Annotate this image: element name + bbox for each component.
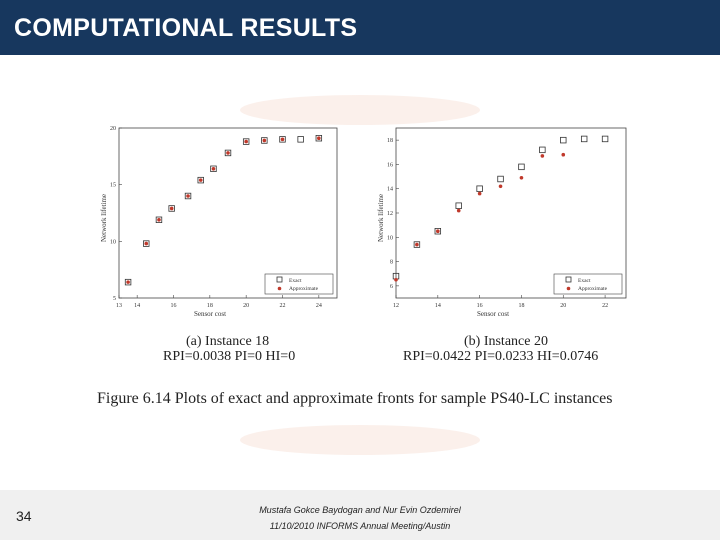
y-axis-label: Network lifetime (100, 194, 108, 242)
approx-point (415, 242, 419, 247)
subcaption-b: (b) Instance 20 (464, 334, 548, 349)
exact-point (315, 134, 323, 142)
y-tick-label: 6 (390, 284, 393, 290)
metrics-a: RPI=0.0038 PI=0 HI=0 (163, 349, 296, 364)
approx-point (126, 280, 130, 284)
page-number: 34 (16, 508, 32, 524)
x-tick-label: 18 (518, 303, 524, 309)
figure-caption: Figure 6.14 Plots of exact and approxima… (97, 390, 613, 407)
legend-exact-marker (565, 276, 572, 283)
x-tick-label: 20 (560, 303, 566, 309)
exact-point (434, 228, 442, 235)
x-axis-label: Sensor cost (194, 310, 226, 318)
exact-point (497, 175, 504, 183)
approx-point (540, 154, 545, 158)
exact-point (184, 192, 192, 200)
x-axis-label: Sensor cost (477, 310, 509, 318)
approx-point (198, 178, 203, 182)
x-tick-label: 12 (393, 303, 399, 309)
watermark-top (240, 95, 480, 125)
exact-point (413, 241, 421, 248)
slide-footer: 34 Mustafa Gokce Baydogan and Nur Evin O… (0, 490, 720, 540)
exact-point (279, 136, 286, 143)
plot-frame (118, 127, 338, 299)
y-tick-label: 10 (110, 239, 116, 245)
y-tick-label: 8 (390, 260, 393, 266)
x-tick-label: 16 (477, 303, 483, 309)
approx-point (561, 152, 566, 157)
exact-point (155, 216, 163, 223)
y-tick-label: 16 (387, 162, 393, 168)
exact-point (168, 205, 175, 212)
x-tick-label: 24 (316, 303, 322, 309)
exact-point (476, 185, 483, 192)
legend-approx-marker (277, 286, 282, 291)
y-tick-label: 10 (387, 235, 393, 241)
exact-point (455, 202, 462, 209)
approx-point (262, 138, 267, 143)
approx-point (456, 208, 461, 213)
x-tick-label: 13 (116, 303, 122, 309)
exact-point (210, 165, 217, 172)
approx-point (186, 194, 190, 198)
approx-point (317, 136, 321, 140)
footer-event: 11/10/2010 INFORMS Annual Meeting/Austin (269, 521, 451, 531)
exact-point (518, 163, 525, 171)
exact-point (124, 278, 132, 286)
legend-label: Approximate (578, 286, 608, 292)
exact-point (261, 137, 268, 144)
exact-point (197, 176, 204, 184)
exact-point (539, 146, 546, 154)
approx-point (436, 229, 440, 234)
x-tick-label: 22 (280, 303, 286, 309)
y-axis-label: Network lifetime (377, 194, 385, 242)
approx-point (519, 175, 524, 180)
chart-instance-18: 13 14 16 18 20 22 24 5 10 15 20 Sensor cost Network … (100, 126, 338, 318)
approx-point (244, 139, 248, 144)
exact-point (143, 240, 150, 247)
exact-point (580, 135, 588, 143)
subcaption-a: (a) Instance 18 (186, 334, 270, 349)
exact-point (560, 136, 567, 144)
exact-point (242, 138, 250, 145)
approx-point (498, 184, 503, 189)
watermark-bottom (240, 425, 480, 455)
approx-point (394, 277, 398, 282)
x-tick-label: 14 (435, 303, 441, 309)
exact-point (224, 149, 232, 157)
y-tick-label: 18 (387, 138, 393, 144)
chart-instance-20: 12 14 16 18 20 22 6 8 10 12 14 16 18 Sensor cost Netwo… (377, 127, 627, 318)
x-tick-label: 18 (207, 303, 213, 309)
legend-exact-marker (276, 276, 283, 283)
x-tick-label: 16 (171, 303, 177, 309)
plot-frame (395, 127, 627, 299)
legend-label: Approximate (289, 286, 319, 292)
legend-approx-marker (566, 286, 571, 291)
legend-label: Exact (578, 278, 591, 284)
approx-point (144, 241, 149, 246)
y-tick-label: 20 (110, 126, 116, 132)
approx-point (477, 191, 482, 196)
approx-point (280, 137, 285, 142)
footer-authors: Mustafa Gokce Baydogan and Nur Evin Ozde… (259, 505, 461, 515)
y-tick-label: 15 (110, 183, 116, 189)
approx-point (169, 206, 174, 211)
approx-point (226, 151, 230, 155)
x-tick-label: 22 (602, 303, 608, 309)
y-tick-label: 14 (387, 187, 393, 193)
title-bar: COMPUTATIONAL RESULTS (0, 0, 720, 55)
exact-point (297, 136, 304, 143)
legend-label: Exact (289, 278, 302, 284)
figure-plots: 13 14 16 18 20 22 24 5 10 15 20 Sensor cost Network … (100, 126, 627, 318)
approx-point (211, 167, 216, 171)
exact-point (601, 135, 609, 143)
x-tick-label: 14 (134, 303, 140, 309)
metrics-b: RPI=0.0422 PI=0.0233 HI=0.0746 (403, 349, 599, 364)
y-tick-label: 12 (387, 211, 393, 217)
approx-point (157, 218, 161, 222)
slide-title: COMPUTATIONAL RESULTS (14, 14, 358, 42)
y-tick-label: 5 (113, 296, 116, 302)
x-tick-label: 20 (243, 303, 249, 309)
